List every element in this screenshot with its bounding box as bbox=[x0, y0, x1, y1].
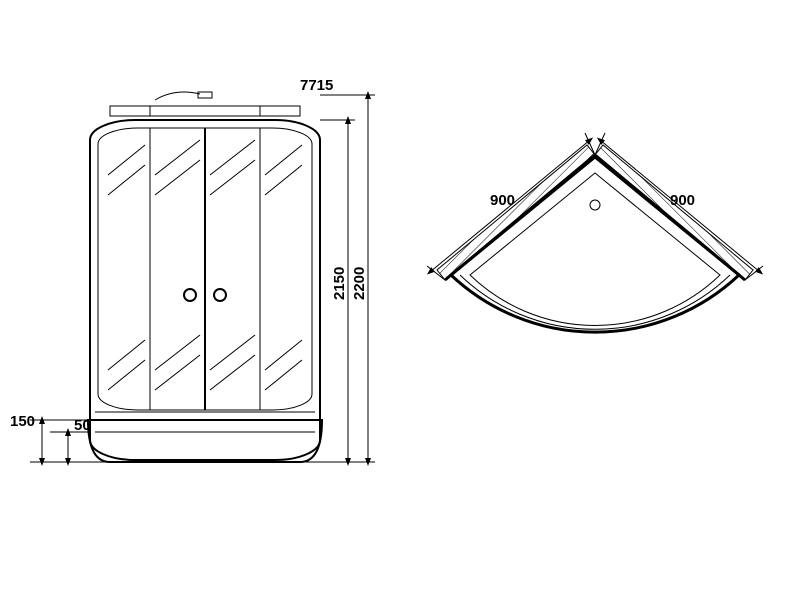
shower-tray bbox=[88, 420, 322, 462]
door-handle-left bbox=[184, 289, 196, 301]
dim-150: 150 bbox=[10, 413, 35, 430]
drain bbox=[590, 200, 600, 210]
model-number: 7715 bbox=[300, 77, 333, 94]
dim-2200: 2200 bbox=[351, 267, 368, 300]
drawing-svg: 7715 2150 2200 50 150 bbox=[0, 0, 800, 600]
dim-right: 2150 2200 bbox=[320, 95, 375, 462]
wall-left bbox=[437, 145, 595, 280]
top-cap bbox=[110, 106, 300, 116]
wall-right bbox=[595, 145, 753, 280]
dim-50: 50 bbox=[74, 417, 91, 434]
drawing-stage: 7715 2150 2200 50 150 bbox=[0, 0, 800, 600]
sprayer-arm bbox=[155, 92, 200, 100]
dim-left: 50 150 bbox=[10, 413, 91, 462]
front-elevation: 7715 2150 2200 50 150 bbox=[10, 77, 375, 462]
door-handle-right bbox=[214, 289, 226, 301]
plan-view: 900 900 bbox=[427, 133, 763, 332]
plan-outer bbox=[451, 157, 739, 332]
dim-900-left: 900 bbox=[490, 192, 515, 209]
dim-2150: 2150 bbox=[331, 267, 348, 300]
dim-900-right: 900 bbox=[670, 192, 695, 209]
